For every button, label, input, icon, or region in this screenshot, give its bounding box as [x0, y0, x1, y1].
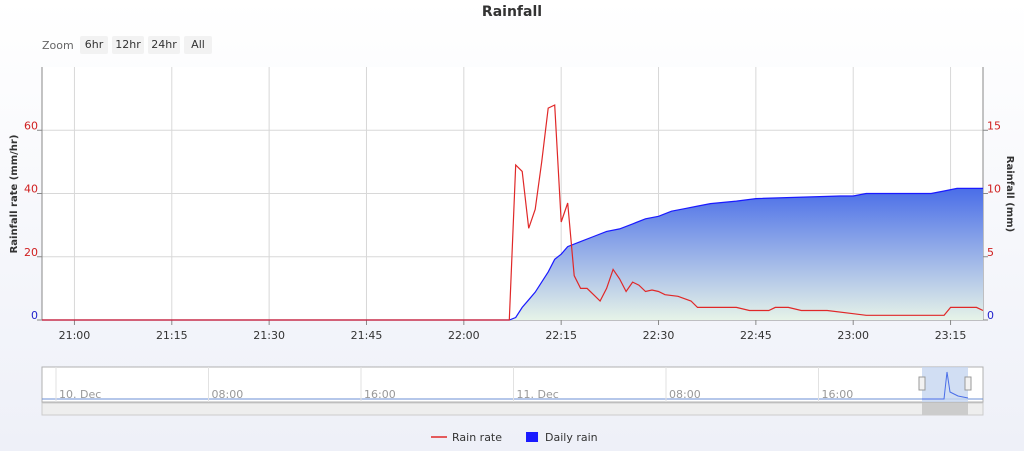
line [42, 104, 984, 321]
zoom-button[interactable]: 6hr [85, 38, 104, 51]
legend: Rain rate Daily rain [431, 431, 598, 444]
navigator-label: 16:00 [364, 388, 396, 401]
zoom-button-bg[interactable] [80, 36, 108, 54]
x-tick-label: 22:15 [545, 329, 577, 342]
x-tick-label: 21:30 [253, 329, 285, 342]
x-tick-label: 22:30 [643, 329, 675, 342]
legend-item[interactable]: Daily rain [545, 431, 598, 444]
zoom-button-bg[interactable] [184, 36, 212, 54]
legend-item[interactable]: Rain rate [452, 431, 502, 444]
legend-symbol [526, 432, 539, 442]
y2-axis-title: Rainfall (mm) [1004, 156, 1015, 232]
navigator-label: 11. Dec [517, 388, 559, 401]
zoom-label: Zoom [42, 39, 74, 52]
y2-tick-label: 15 [987, 119, 1001, 132]
navigator-label: 16:00 [822, 388, 854, 401]
x-tick-label: 22:00 [448, 329, 480, 342]
navigator-spike [922, 371, 969, 400]
navigator-handle[interactable] [918, 376, 926, 391]
x-tick-label: 21:15 [156, 329, 188, 342]
zoom-button[interactable]: 24hr [151, 38, 177, 51]
zoom-button-bg[interactable] [148, 36, 180, 54]
chart-title: Rainfall [482, 4, 542, 20]
y-tick-label: 60 [24, 119, 38, 132]
zoom-button-bg[interactable] [112, 36, 144, 54]
y2-tick-label: 10 [987, 183, 1001, 196]
y-tick-label: 40 [24, 183, 38, 196]
x-tick-label: 21:45 [351, 329, 383, 342]
y-tick-label: 0 [31, 309, 38, 322]
y-tick-label: 20 [24, 246, 38, 259]
zoom-button[interactable]: All [191, 38, 205, 51]
scrollbar-thumb[interactable] [922, 403, 968, 415]
x-tick-label: 23:15 [935, 329, 967, 342]
navigator-handle[interactable] [964, 376, 972, 391]
navigator-label: 08:00 [212, 388, 244, 401]
x-tick-label: 23:00 [837, 329, 869, 342]
navigator-label: 08:00 [669, 388, 701, 401]
area-line [42, 187, 983, 321]
y2-tick-label: 0 [987, 309, 994, 322]
navigator-label: 10. Dec [59, 388, 101, 401]
x-tick-label: 22:45 [740, 329, 772, 342]
navigator-frame [41, 366, 984, 403]
y2-tick-label: 5 [987, 246, 994, 259]
y-axis-title: Rainfall rate (mm/hr) [9, 135, 20, 254]
scrollbar-track[interactable] [41, 402, 984, 416]
area-fill [42, 188, 983, 320]
zoom-button[interactable]: 12hr [115, 38, 141, 51]
x-tick-label: 21:00 [59, 329, 91, 342]
